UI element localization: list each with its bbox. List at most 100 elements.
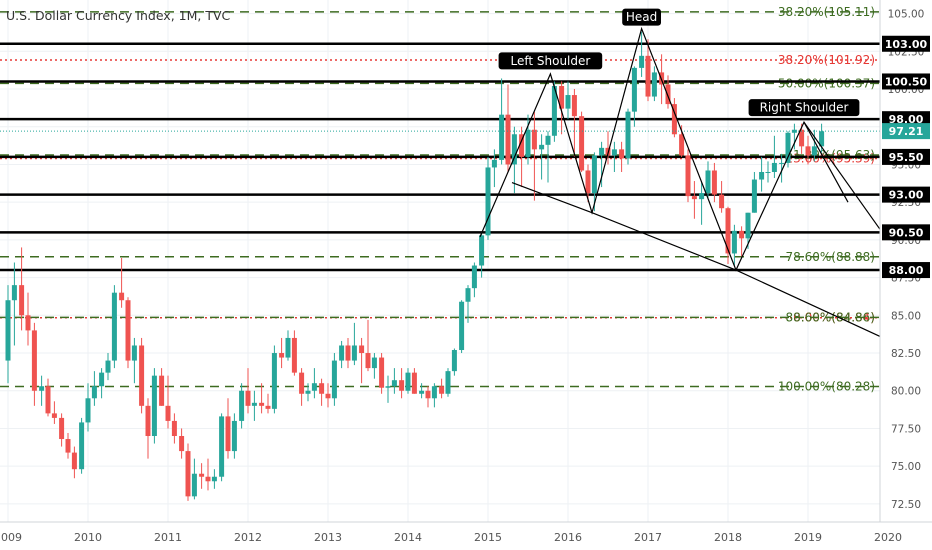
candle xyxy=(271,345,277,414)
candle-body xyxy=(519,134,525,157)
candle xyxy=(111,285,117,369)
candle-body xyxy=(611,149,617,156)
candle xyxy=(371,353,377,379)
candle-body xyxy=(765,171,771,173)
x-axis[interactable]: 2009 2010 2011 2012 2013 2014 2015 2016 2017 2018… xyxy=(0,521,932,550)
annotation-label: Left Shoulder xyxy=(510,54,590,68)
candle xyxy=(405,368,411,394)
candle xyxy=(585,164,591,203)
candle-body xyxy=(471,265,477,289)
candle xyxy=(811,129,817,162)
annotation-badge: Head xyxy=(622,8,661,26)
candle xyxy=(299,368,305,406)
candle-body xyxy=(165,405,171,421)
candle-body xyxy=(359,345,365,354)
candle xyxy=(345,337,351,369)
candle-body xyxy=(771,162,777,172)
annotation-badge: Right Shoulder xyxy=(748,99,860,117)
candle-body xyxy=(545,135,551,145)
candle-body xyxy=(411,372,417,394)
candle xyxy=(525,114,531,165)
candle-body xyxy=(379,357,385,388)
candle-body xyxy=(339,345,345,361)
candle-body xyxy=(45,386,51,414)
candle xyxy=(779,153,785,183)
candle xyxy=(579,111,585,172)
candle xyxy=(751,171,757,213)
level-badge xyxy=(882,73,930,90)
candle-body xyxy=(599,147,605,156)
candle-body xyxy=(745,212,751,239)
candle xyxy=(699,182,705,225)
candle xyxy=(19,247,25,331)
candle-body xyxy=(445,371,451,394)
candle-body xyxy=(59,417,65,440)
candle-body xyxy=(91,386,97,399)
candle xyxy=(159,368,165,406)
candle xyxy=(285,330,291,361)
candle-body xyxy=(99,372,105,387)
candle-body xyxy=(299,372,305,394)
annotation-bg xyxy=(622,8,661,26)
x-tick-label: 2010 xyxy=(74,531,102,544)
fib-label: 0.00%(84.84) xyxy=(793,311,875,325)
candle-body xyxy=(639,55,645,68)
level-badge-label: 95.50 xyxy=(889,151,924,164)
candle-body xyxy=(431,386,437,399)
level-badge-label: 103.00 xyxy=(885,38,928,51)
candle xyxy=(339,340,345,369)
candle-body xyxy=(491,159,497,168)
candle-body xyxy=(71,452,77,470)
candle xyxy=(251,390,257,421)
candle-body xyxy=(739,230,745,239)
level-badge xyxy=(882,35,930,52)
candle xyxy=(5,285,11,384)
candle xyxy=(705,161,711,198)
candle xyxy=(259,383,265,414)
candle xyxy=(211,469,217,489)
candle xyxy=(491,149,497,188)
candle-body xyxy=(811,146,817,156)
candle-body xyxy=(131,345,137,361)
candle-body xyxy=(665,84,671,105)
candle xyxy=(465,285,471,323)
y-tick-label: 72.50 xyxy=(891,499,921,511)
candle-body xyxy=(191,473,197,497)
level-badge-label: 93.00 xyxy=(889,189,924,202)
candle xyxy=(439,378,445,399)
candle-body xyxy=(499,114,505,160)
level-badge-label: 98.00 xyxy=(889,113,924,126)
candle xyxy=(185,443,191,501)
candle-body xyxy=(85,398,91,423)
fib-levels: 38.20%(105.11) 38.20%(101.92) 50.00%(100.3… xyxy=(0,5,880,394)
candle-body xyxy=(565,95,571,109)
candle xyxy=(399,368,405,399)
y-axis[interactable]: 72.5075.0077.5080.0082.5085.0087.5090.00… xyxy=(879,0,932,550)
candle-body xyxy=(785,132,791,163)
x-tick-label: 2012 xyxy=(234,531,262,544)
candle xyxy=(611,141,617,172)
candle-body xyxy=(465,288,471,302)
annotation-label: Head xyxy=(626,10,657,24)
candle-body xyxy=(705,170,711,194)
candle-body xyxy=(691,196,697,200)
candle-body xyxy=(779,162,785,164)
candle-body xyxy=(725,208,731,254)
candle xyxy=(619,141,625,172)
candle-body xyxy=(699,193,705,200)
fib-label: 50.00%(100.37) xyxy=(778,76,875,90)
candle-body xyxy=(459,301,465,351)
candle-body xyxy=(651,72,657,97)
candle xyxy=(331,353,337,406)
annotation-bg xyxy=(748,99,860,117)
pattern-lines xyxy=(479,26,881,337)
x-tick-label: 2009 xyxy=(0,531,22,544)
candle-body xyxy=(371,357,377,369)
candle xyxy=(91,371,97,406)
level-badge xyxy=(882,262,930,279)
x-tick-label: 2017 xyxy=(634,531,662,544)
candle xyxy=(791,123,797,150)
candle-body xyxy=(559,85,565,109)
candle-body xyxy=(425,390,431,399)
